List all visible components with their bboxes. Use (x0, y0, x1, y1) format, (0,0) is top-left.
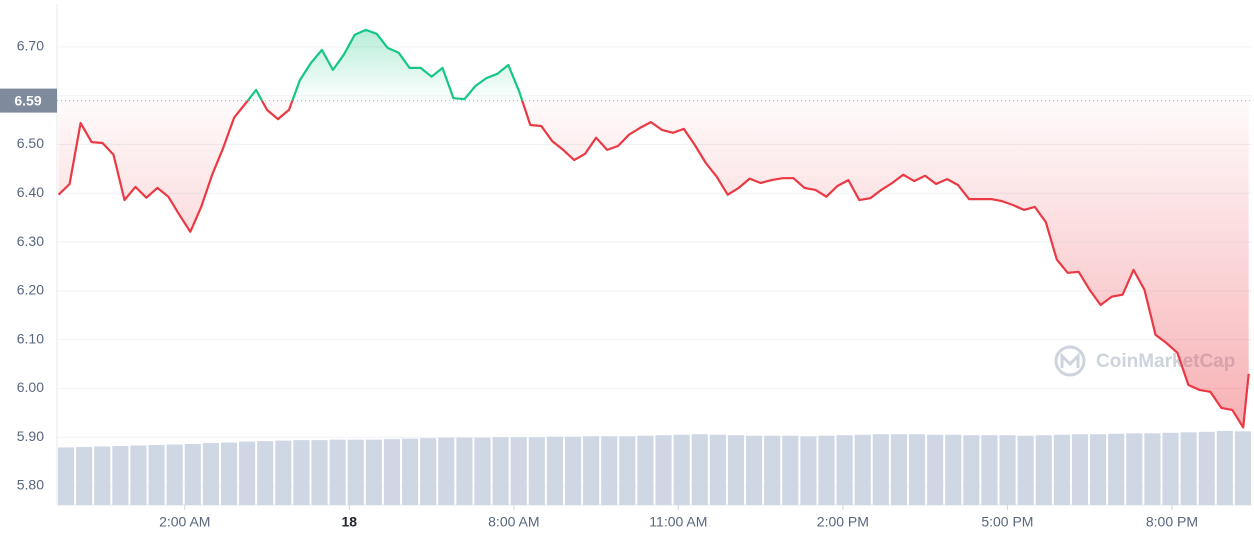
volume-bar (1180, 432, 1197, 505)
volume-bar (365, 439, 382, 505)
volume-bar (727, 435, 745, 505)
volume-bar (202, 443, 219, 505)
volume-bar (130, 445, 147, 505)
volume-bar (1071, 434, 1089, 505)
x-tick-label: 5:00 PM (981, 514, 1033, 530)
volume-bar (420, 438, 437, 505)
volume-bar (492, 437, 509, 505)
volume-bar (1126, 433, 1143, 505)
volume-bar (112, 445, 129, 505)
volume-bar (872, 434, 889, 505)
price-line-below (57, 100, 1250, 429)
y-tick-label: 6.20 (17, 282, 44, 298)
volume-bar (836, 435, 853, 505)
volume-bar (257, 441, 274, 505)
volume-bar (329, 439, 346, 505)
volume-bar (583, 436, 600, 505)
volume-bar (1017, 435, 1034, 505)
reference-label-box (0, 88, 57, 113)
volume-bar (890, 434, 907, 505)
x-tick-label: 18 (342, 514, 358, 530)
volume-bar (709, 434, 726, 505)
x-tick-label: 8:00 AM (488, 514, 539, 530)
volume-bar (981, 435, 998, 505)
volume-bar (818, 435, 835, 505)
volume-bar (184, 444, 201, 505)
volume-bar (1144, 433, 1161, 505)
volume-bar (800, 436, 817, 505)
volume-bar (655, 435, 672, 505)
volume-bar (637, 435, 654, 505)
volume-bar (999, 435, 1016, 505)
volume-bar (347, 439, 364, 505)
volume-bar (601, 436, 618, 505)
volume-bar (1198, 431, 1215, 505)
volume-bar (239, 441, 256, 505)
y-tick-label: 6.50 (17, 135, 44, 151)
y-tick-label: 5.90 (17, 428, 44, 444)
volume-bar (546, 436, 563, 505)
volume-bar (76, 446, 93, 505)
y-tick-label: 6.40 (17, 184, 44, 200)
volume-bar (1053, 434, 1070, 505)
volume-bar (510, 437, 527, 505)
volume-bar (908, 434, 926, 505)
area-below (58, 100, 1249, 428)
volume-bar (438, 437, 455, 505)
x-tick-label: 2:00 PM (817, 514, 869, 530)
volume-bar (619, 436, 636, 505)
volume-bar (673, 434, 690, 505)
volume-bar (1108, 433, 1125, 505)
volume-bar (1162, 432, 1179, 505)
volume-bar (528, 437, 545, 505)
y-tick-label: 6.10 (17, 330, 44, 346)
area-above (58, 29, 1249, 101)
volume-bar (782, 435, 799, 505)
volume-bar (854, 434, 871, 505)
price-line-above (246, 28, 524, 101)
volume-bar (148, 444, 165, 505)
volume-bar (311, 440, 328, 505)
y-tick-label: 5.80 (17, 477, 44, 493)
volume-bar (746, 435, 763, 505)
volume-bar (564, 436, 582, 505)
volume-bar (166, 444, 183, 505)
volume-bar (1234, 431, 1251, 505)
volume-bar (1216, 430, 1233, 505)
volume-bar (293, 440, 310, 505)
volume-bar (927, 434, 944, 505)
x-tick-label: 11:00 AM (649, 514, 707, 530)
y-tick-label: 6.70 (17, 38, 44, 54)
volume-bar (58, 447, 75, 505)
y-tick-label: 6.00 (17, 379, 44, 395)
volume-bar (275, 440, 292, 505)
volume-bar (383, 439, 401, 505)
reference-label: 6.59 (14, 92, 41, 108)
y-tick-label: 6.30 (17, 233, 44, 249)
x-tick-label: 2:00 AM (159, 514, 210, 530)
volume-bar (94, 446, 111, 505)
volume-bar (456, 437, 473, 505)
volume-bar (691, 434, 708, 505)
volume-bar (764, 435, 781, 505)
volume-bar (1090, 434, 1107, 505)
volume-bar (963, 435, 980, 505)
x-tick-label: 8:00 PM (1146, 514, 1198, 530)
volume-bar (220, 442, 238, 505)
volume-bar (945, 434, 962, 505)
volume-bar (402, 438, 419, 505)
volume-bar (1035, 435, 1052, 505)
volume-bar (474, 437, 491, 505)
